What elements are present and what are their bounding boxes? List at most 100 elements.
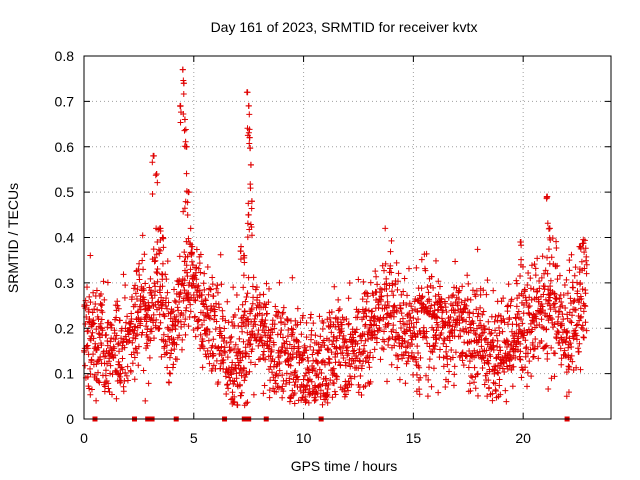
data-point — [246, 126, 253, 133]
data-point — [410, 315, 417, 322]
data-point — [399, 355, 406, 362]
data-point — [105, 385, 112, 392]
data-point — [418, 256, 425, 263]
data-point — [582, 303, 589, 310]
data-point — [184, 273, 191, 280]
data-point — [227, 370, 234, 377]
data-point — [404, 292, 411, 299]
data-point — [244, 399, 251, 406]
data-point — [180, 111, 187, 118]
data-point — [112, 336, 119, 343]
data-point — [477, 304, 484, 311]
data-point — [324, 386, 331, 393]
data-point — [284, 316, 291, 323]
data-point — [278, 319, 285, 326]
data-point — [95, 344, 102, 351]
data-point — [240, 284, 247, 291]
data-point — [224, 354, 231, 361]
data-point — [124, 363, 131, 370]
data-point — [417, 354, 424, 361]
data-point — [194, 325, 201, 332]
data-point — [209, 342, 216, 349]
data-point — [262, 323, 269, 330]
data-point — [128, 316, 135, 323]
data-point — [513, 280, 520, 287]
data-point — [333, 373, 340, 380]
data-point — [213, 318, 220, 325]
data-point — [267, 326, 274, 333]
data-point — [134, 349, 141, 356]
data-point — [274, 331, 281, 338]
x-tick-labels: 0 5 10 15 20 — [80, 430, 531, 446]
data-point — [353, 326, 360, 333]
data-point — [330, 333, 337, 340]
data-point — [243, 293, 250, 300]
data-point — [394, 364, 401, 371]
data-point — [402, 348, 409, 355]
data-point — [121, 344, 128, 351]
data-point — [545, 385, 552, 392]
data-point — [569, 358, 576, 365]
data-point — [464, 272, 471, 279]
data-point — [298, 331, 305, 338]
data-point — [260, 348, 267, 355]
data-point — [344, 384, 351, 391]
data-point — [132, 290, 139, 297]
data-point — [422, 267, 429, 274]
data-point — [390, 292, 397, 299]
data-point — [559, 302, 566, 309]
data-point — [303, 319, 310, 326]
data-point — [101, 296, 108, 303]
data-point — [388, 361, 395, 368]
data-point — [417, 374, 424, 381]
data-point — [187, 266, 194, 273]
data-point — [315, 383, 322, 390]
data-point — [456, 287, 463, 294]
data-point — [485, 360, 492, 367]
data-point — [423, 334, 430, 341]
data-point — [385, 302, 392, 309]
data-point — [279, 344, 286, 351]
data-point — [574, 321, 581, 328]
data-point — [236, 335, 243, 342]
data-point — [91, 371, 98, 378]
data-point — [448, 330, 455, 337]
data-point — [346, 356, 353, 363]
data-point — [221, 334, 228, 341]
data-point — [491, 318, 498, 325]
data-point — [170, 361, 177, 368]
data-point — [210, 352, 217, 359]
data-point — [218, 281, 225, 288]
data-point — [387, 262, 394, 269]
data-point — [143, 311, 150, 318]
data-point — [82, 362, 89, 369]
data-point — [339, 314, 346, 321]
data-point — [270, 385, 277, 392]
data-point — [321, 361, 328, 368]
data-point — [453, 284, 460, 291]
data-point — [183, 238, 190, 245]
data-point — [377, 356, 384, 363]
data-point — [99, 309, 106, 316]
data-point — [238, 392, 245, 399]
data-point — [202, 327, 209, 334]
data-point — [246, 111, 253, 118]
data-point — [216, 324, 223, 331]
data-point — [256, 299, 263, 306]
data-point — [503, 344, 510, 351]
data-point — [192, 297, 199, 304]
data-point — [181, 258, 188, 265]
data-point — [185, 289, 192, 296]
y-tick-label: 0.2 — [55, 320, 75, 336]
data-point — [570, 298, 577, 305]
data-point — [528, 373, 535, 380]
data-point — [220, 348, 227, 355]
data-point — [390, 303, 397, 310]
data-point — [561, 347, 568, 354]
data-point — [384, 321, 391, 328]
data-point — [113, 395, 120, 402]
data-point — [181, 287, 188, 294]
data-point — [174, 334, 181, 341]
data-point — [93, 361, 100, 368]
data-point — [115, 358, 122, 365]
